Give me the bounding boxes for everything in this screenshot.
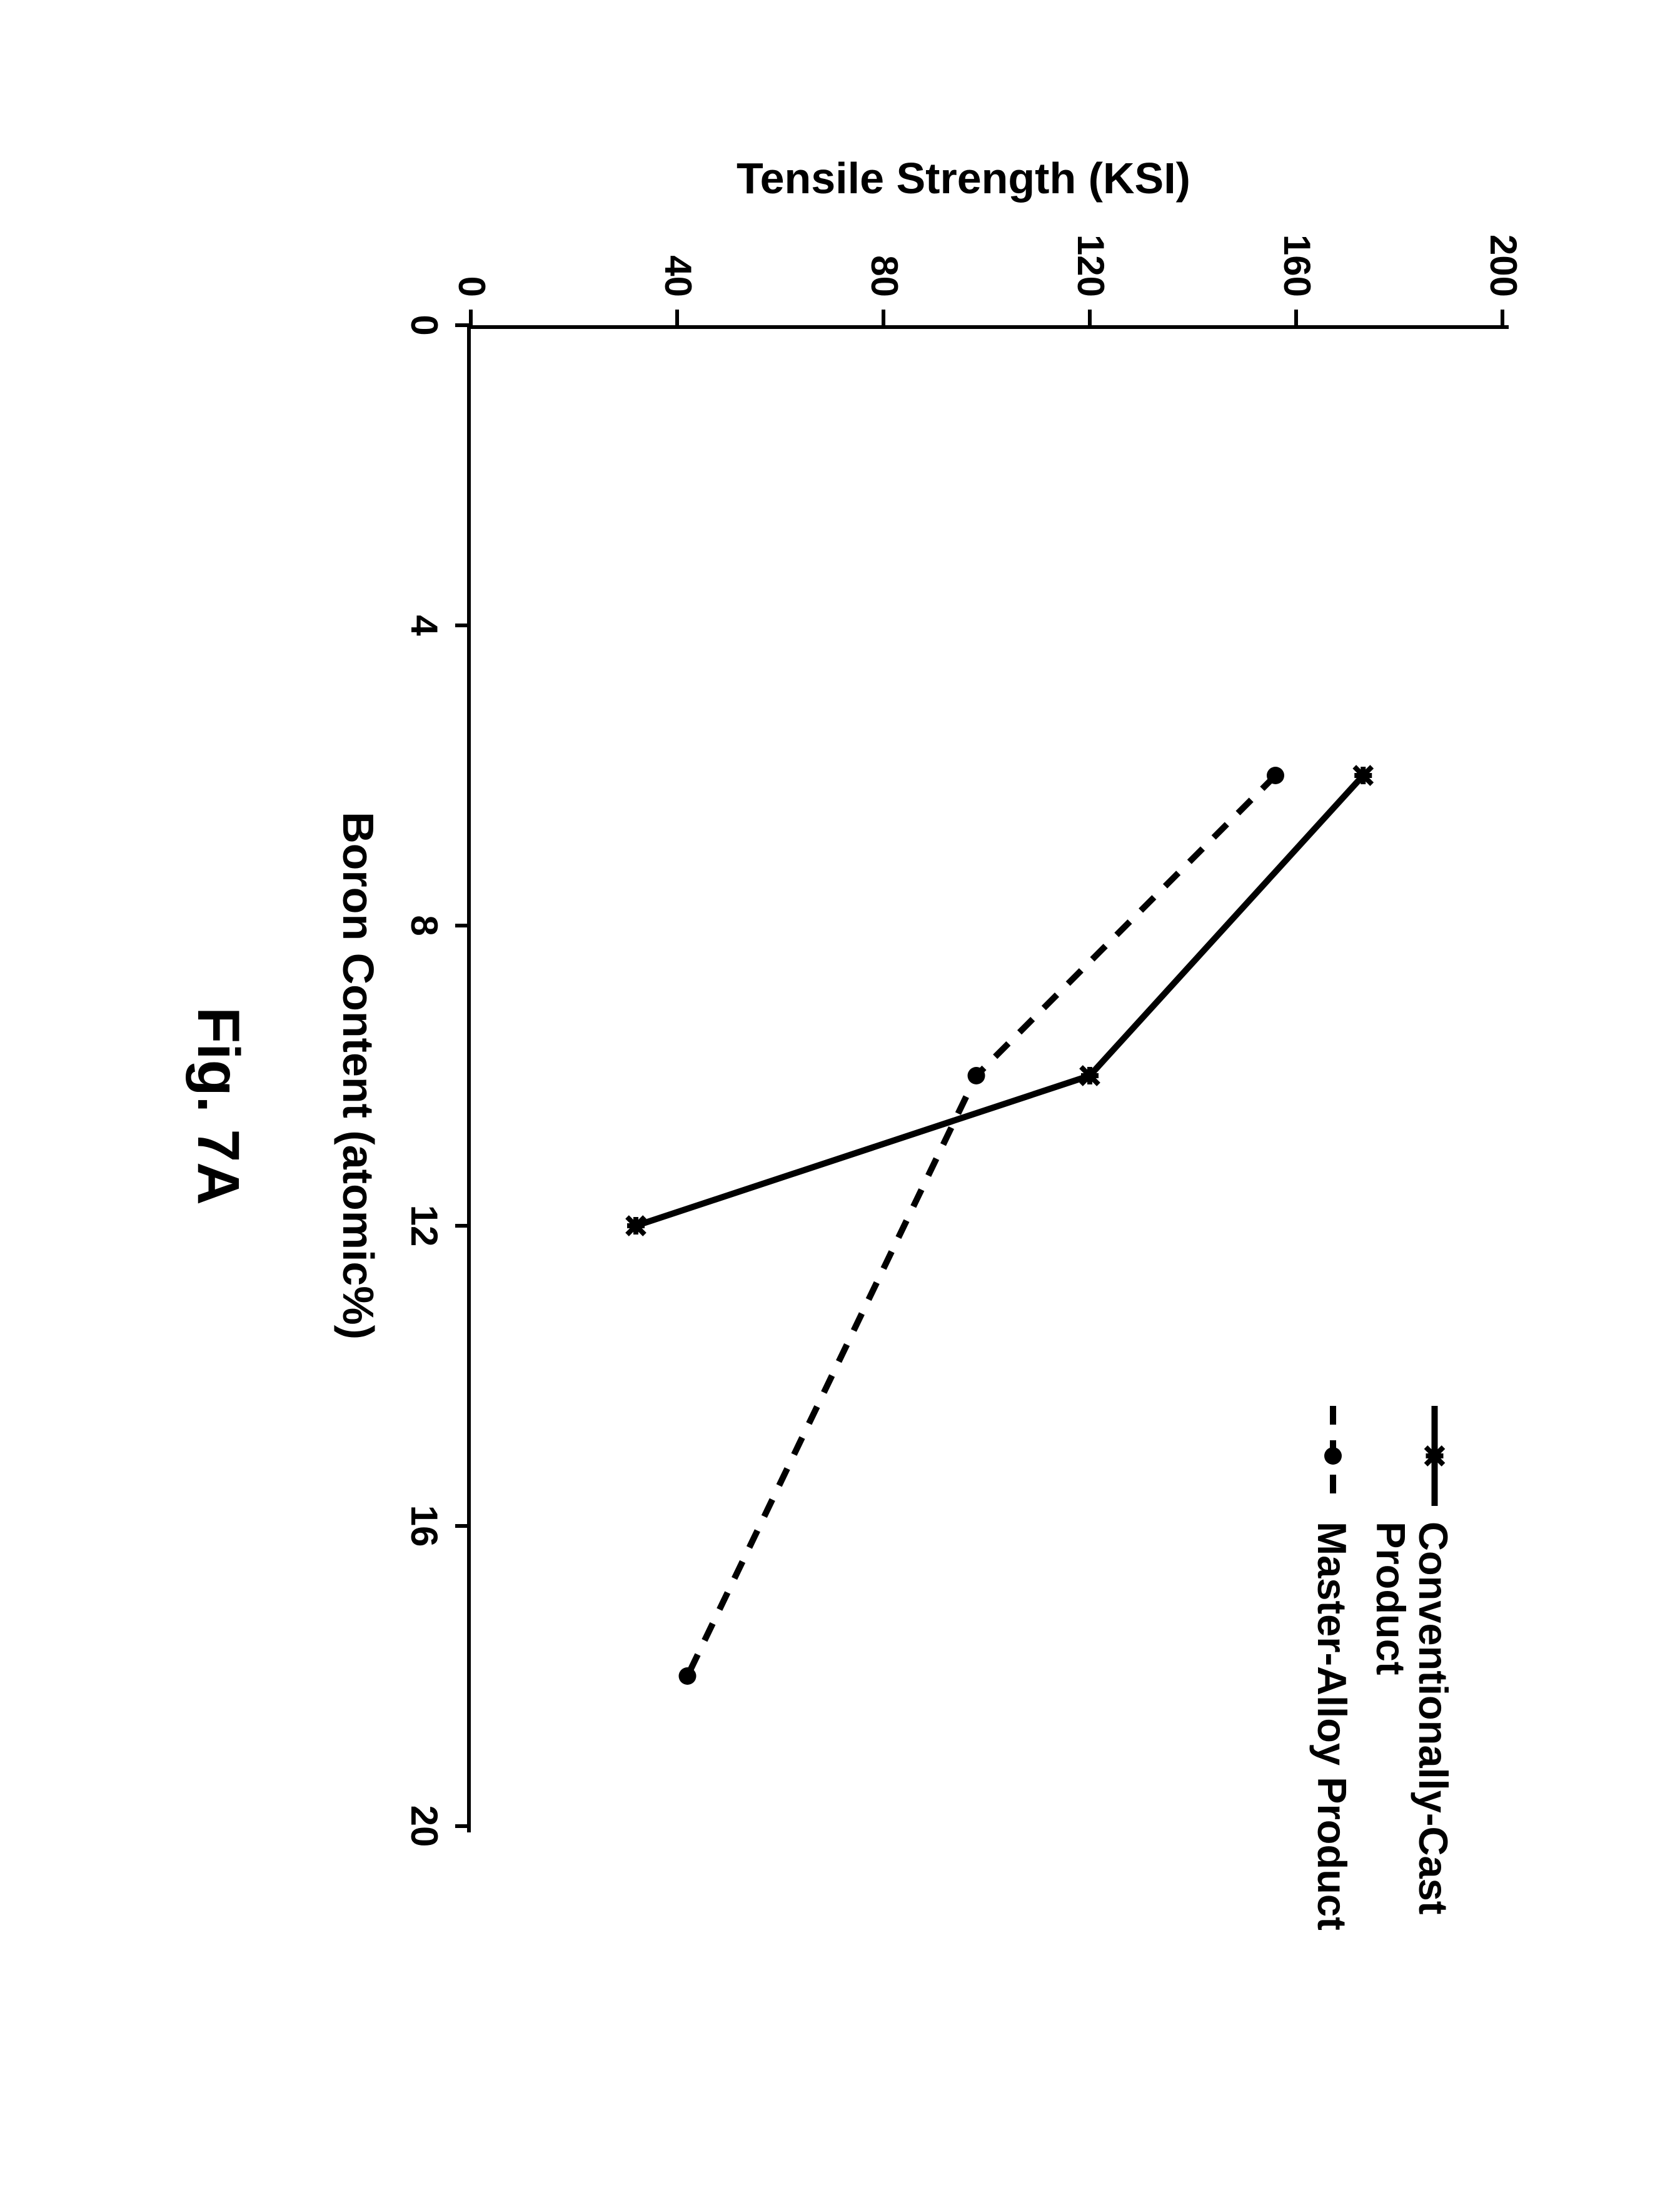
series-line-0 <box>636 775 1363 1226</box>
series-line-1 <box>688 775 1276 1676</box>
marker-circle <box>679 1667 697 1685</box>
rotated-figure: 04080120160200048121620Boron Content (at… <box>0 0 1665 2212</box>
marker-x <box>627 1217 645 1235</box>
marker-x <box>1354 767 1372 784</box>
marker-circle <box>968 1067 985 1084</box>
page: 04080120160200048121620Boron Content (at… <box>0 0 1665 2212</box>
marker-x <box>1081 1067 1099 1084</box>
marker-circle <box>1324 1447 1342 1465</box>
marker-circle <box>1267 767 1284 784</box>
legend-label-1: Master-Alloy Product <box>1309 1522 1356 1931</box>
legend-label-0-line2: Product <box>1367 1522 1414 1675</box>
marker-x <box>1426 1447 1444 1465</box>
figure-caption: Fig. 7A <box>184 0 252 2212</box>
legend-label-0: Conventionally-Cast <box>1410 1522 1457 1914</box>
